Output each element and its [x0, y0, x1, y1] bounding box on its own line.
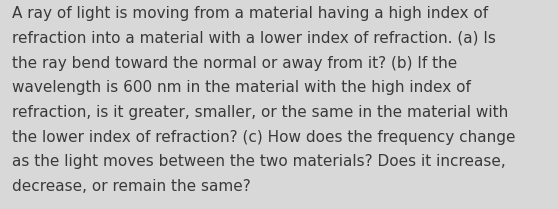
- Text: A ray of light is moving from a material having a high index of: A ray of light is moving from a material…: [12, 6, 488, 21]
- Text: the ray bend toward the normal or away from it? (b) If the: the ray bend toward the normal or away f…: [12, 56, 458, 71]
- Text: refraction, is it greater, smaller, or the same in the material with: refraction, is it greater, smaller, or t…: [12, 105, 508, 120]
- Text: as the light moves between the two materials? Does it increase,: as the light moves between the two mater…: [12, 154, 506, 169]
- Text: decrease, or remain the same?: decrease, or remain the same?: [12, 179, 251, 194]
- Text: the lower index of refraction? (c) How does the frequency change: the lower index of refraction? (c) How d…: [12, 130, 516, 145]
- Text: refraction into a material with a lower index of refraction. (a) Is: refraction into a material with a lower …: [12, 31, 496, 46]
- Text: wavelength is 600 nm in the material with the high index of: wavelength is 600 nm in the material wit…: [12, 80, 471, 95]
